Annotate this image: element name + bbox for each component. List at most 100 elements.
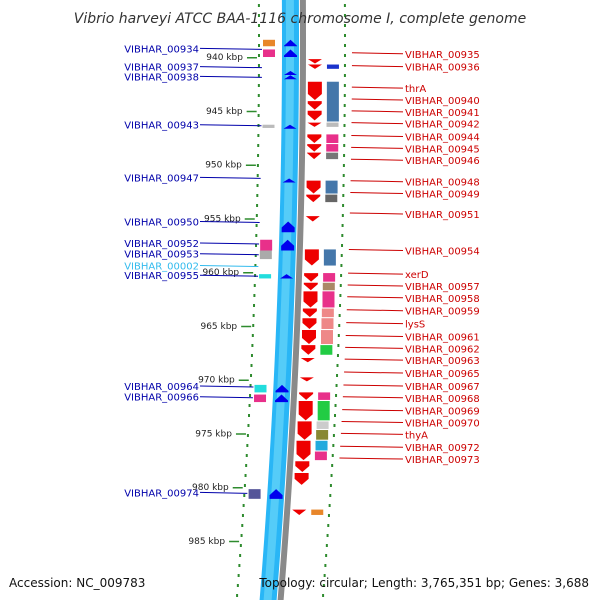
reverse-gene — [307, 122, 322, 127]
summary-text: Topology: circular; Length: 3,765,351 bp… — [258, 576, 589, 590]
labels-layer: 940 kbp 945 kbp 950 kbp 955 kbp 960 kbp 965 k… — [124, 44, 480, 546]
leader-line-right — [349, 212, 404, 215]
leader-line-left — [199, 220, 260, 223]
scale-tick-left — [248, 414, 251, 417]
scale-tick-left — [250, 354, 253, 357]
reverse-gene — [296, 440, 311, 461]
scale-tick-right — [325, 544, 328, 547]
scale-tick-left — [257, 64, 260, 67]
scale-tick-right — [343, 114, 346, 117]
reverse-gene — [307, 81, 322, 100]
scale-tick-left — [242, 504, 245, 507]
scale-tick-right — [340, 274, 343, 277]
tracks-layer — [259, 0, 306, 600]
scale-tick-left — [257, 34, 260, 37]
scale-tick-left — [257, 134, 260, 137]
scale-tick-left — [257, 24, 260, 27]
scale-tick-mark — [246, 110, 257, 113]
cog-box-outer — [326, 81, 339, 122]
gene-label-right: VIBHAR_00941 — [405, 108, 480, 119]
scale-tick-mark — [245, 164, 256, 166]
gene-label-right: VIBHAR_00970 — [405, 419, 480, 430]
leader-line-right — [351, 98, 404, 101]
forward-gene — [283, 75, 297, 80]
scale-tick-left — [253, 304, 256, 307]
scale-tick-right — [343, 54, 346, 57]
scale-tick-right — [343, 4, 346, 7]
scale-tick-right — [341, 224, 344, 227]
scale-tick-left — [252, 314, 255, 317]
scale-tick-left — [249, 394, 252, 397]
leader-line-right — [343, 384, 404, 387]
gene-label-right: VIBHAR_00949 — [405, 190, 480, 201]
gene-label-left: VIBHAR_00947 — [124, 173, 199, 184]
scale-tick-left — [256, 174, 259, 177]
leader-line-left — [199, 265, 259, 268]
scale-tick-right — [340, 254, 343, 257]
leader-line-right — [346, 309, 404, 312]
scale-tick-mark — [244, 218, 255, 220]
cog-box-outer — [326, 134, 339, 143]
scale-tick-right — [342, 164, 345, 167]
cog-box-inner — [254, 384, 267, 393]
scale-tick-right — [337, 334, 340, 337]
gene-label-right: VIBHAR_00967 — [405, 382, 480, 393]
scale-label: 950 kbp — [205, 161, 242, 171]
scale-tick-mark — [229, 540, 240, 543]
forward-gene — [283, 49, 297, 57]
reverse-gene — [307, 144, 322, 152]
cog-box-outer — [317, 401, 330, 421]
scale-tick-left — [257, 144, 260, 147]
scale-tick-left — [251, 334, 254, 337]
scale-tick-left — [239, 554, 242, 557]
scale-tick-right — [322, 594, 325, 597]
reverse-gene — [306, 180, 321, 194]
gene-label-right: VIBHAR_00948 — [405, 178, 480, 189]
leader-line-right — [348, 249, 404, 251]
gene-label-left: VIBHAR_00950 — [124, 217, 199, 228]
reverse-gene — [302, 318, 317, 329]
scale-tick-right — [331, 464, 334, 467]
scale-tick-right — [328, 504, 331, 507]
scale-tick-left — [243, 494, 246, 497]
cog-box-inner — [259, 250, 272, 260]
reverse-gene — [300, 358, 315, 363]
cog-box-inner — [262, 124, 275, 128]
scale-tick-right — [339, 304, 342, 307]
gene-label-left: VIBHAR_00952 — [124, 239, 199, 250]
leader-line-right — [351, 122, 404, 125]
scale-tick-right — [331, 454, 334, 457]
leader-line-right — [351, 135, 404, 138]
reverse-gene — [307, 101, 322, 110]
reverse-gene — [303, 291, 318, 308]
scale-tick-right — [324, 564, 327, 567]
gene-label-right: VIBHAR_00942 — [405, 120, 480, 131]
reverse-gene — [306, 194, 321, 203]
cog-box-outer — [325, 180, 338, 194]
scale-tick-left — [236, 584, 239, 587]
cog-box-outer — [316, 421, 329, 429]
scale-tick-left — [257, 104, 260, 107]
cog-box-outer — [320, 345, 333, 355]
scale-tick-right — [338, 314, 341, 317]
leader-line-right — [350, 192, 404, 195]
scale-tick-right — [343, 84, 346, 87]
scale-tick-left — [257, 74, 260, 77]
scale-tick-right — [342, 204, 345, 207]
scale-label: 945 kbp — [206, 107, 243, 117]
leader-line-right — [341, 421, 404, 423]
scale-tick-left — [257, 14, 260, 17]
scale-tick-right — [332, 434, 335, 437]
scale-tick-right — [339, 284, 342, 287]
scale-tick-left — [245, 464, 248, 467]
scale-tick-right — [332, 444, 335, 447]
scale-label: 940 kbp — [206, 53, 243, 63]
reverse-gene — [303, 282, 318, 291]
scale-tick-left — [257, 114, 260, 117]
cog-box-inner — [259, 274, 272, 279]
cog-box-outer — [326, 144, 339, 152]
scale-tick-left — [237, 574, 240, 577]
accession-text: Accession: NC_009783 — [9, 576, 145, 590]
cog-box-inner — [262, 49, 275, 57]
forward-gene — [275, 394, 289, 403]
